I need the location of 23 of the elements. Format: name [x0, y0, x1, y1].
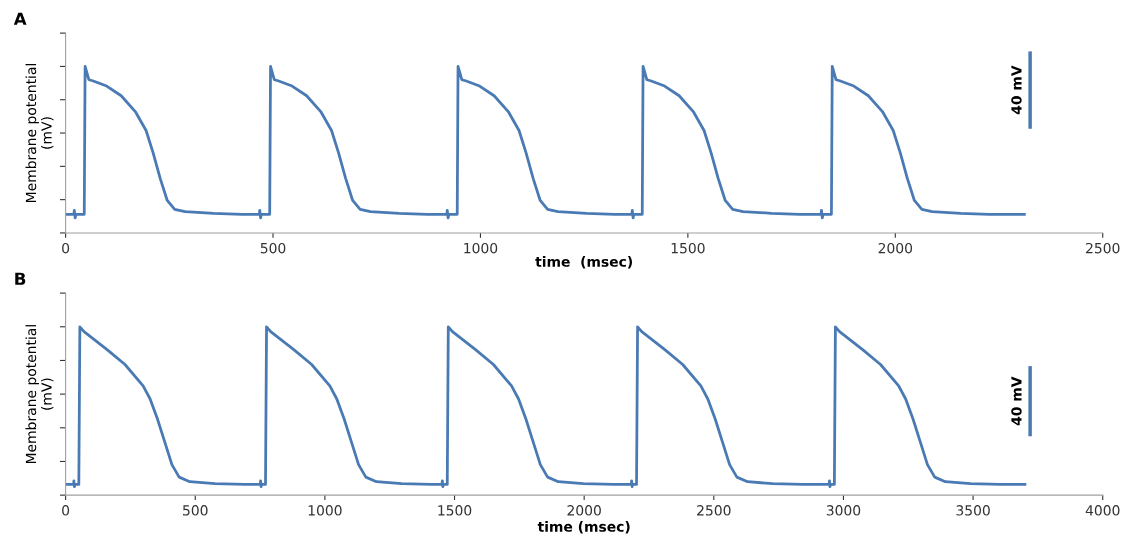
- annotation: 40 mV: [1011, 376, 1022, 426]
- x-tick-label: 500: [183, 505, 208, 516]
- x-tick-label: 2500: [697, 505, 731, 516]
- x-tick-label: 500: [260, 242, 286, 254]
- chart-title: B: [15, 272, 26, 285]
- x-tick-label: 3000: [826, 505, 861, 516]
- chart-title: A: [13, 12, 27, 25]
- x-tick-label: 4000: [1085, 505, 1120, 516]
- x-tick-label: 1000: [308, 505, 342, 516]
- x-axis-title: time (msec): [537, 521, 630, 534]
- x-tick-label: 2000: [567, 505, 601, 516]
- x-tick-label: 2000: [878, 242, 913, 254]
- x-axis-title: time (msec): [535, 256, 632, 269]
- annotation: 40 mV: [1011, 65, 1022, 115]
- y-axis-title: Membrane potential (mV): [25, 64, 54, 202]
- x-tick-label: 2500: [1086, 242, 1120, 254]
- x-tick-label: 3500: [956, 505, 990, 516]
- x-tick-label: 0: [62, 242, 70, 254]
- x-tick-label: 1500: [438, 505, 472, 516]
- x-tick-label: 0: [62, 505, 70, 516]
- x-tick-label: 1000: [464, 242, 498, 254]
- y-axis-title: Membrane potential (mV): [25, 325, 54, 464]
- x-tick-label: 1500: [671, 242, 705, 254]
